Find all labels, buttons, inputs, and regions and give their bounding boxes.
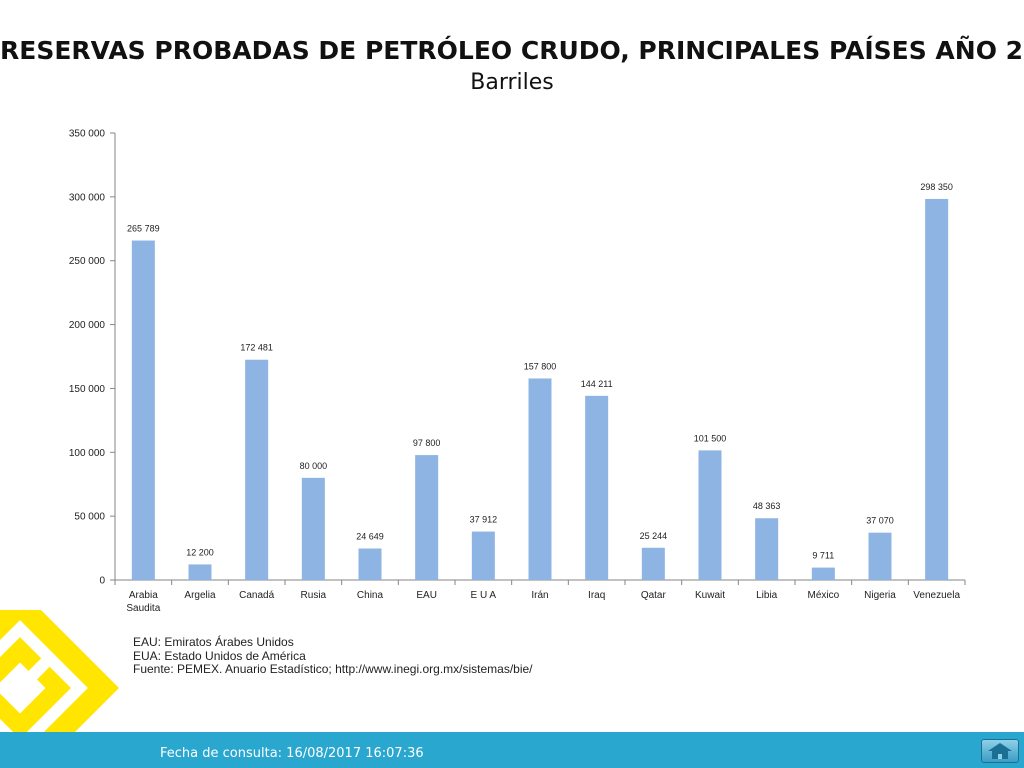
data-label: 157 800 — [524, 361, 557, 371]
data-label: 25 244 — [640, 531, 668, 541]
x-tick-label: Nigeria — [864, 590, 896, 601]
x-tick-label: Libia — [756, 590, 778, 601]
x-tick-label: Iraq — [588, 590, 605, 601]
bar — [755, 518, 779, 580]
data-label: 298 350 — [920, 182, 953, 192]
y-tick-label: 150 000 — [69, 384, 106, 395]
x-tick-label: E U A — [471, 590, 497, 601]
y-tick-label: 0 — [99, 576, 105, 587]
x-tick-label: Rusia — [301, 590, 327, 601]
chart-subtitle: Barriles — [470, 70, 554, 95]
chart-title: RESERVAS PROBADAS DE PETRÓLEO CRUDO, PRI… — [0, 36, 1024, 65]
y-tick-label: 100 000 — [69, 448, 106, 459]
bar — [131, 240, 155, 580]
bar — [245, 359, 269, 580]
data-label: 101 500 — [694, 433, 727, 443]
footer-bar: Fecha de consulta: 16/08/2017 16:07:36 — [0, 732, 1024, 768]
data-label: 144 211 — [581, 379, 613, 389]
x-tick-label: China — [357, 590, 384, 601]
note-source: Fuente: PEMEX. Anuario Estadístico; http… — [133, 662, 533, 676]
data-label: 9 711 — [812, 551, 834, 561]
x-tick-label: Kuwait — [695, 590, 725, 601]
bar — [585, 395, 609, 580]
x-tick-label: Arabia Saudita — [126, 590, 160, 614]
note-eua: EUA: Estado Unidos de América — [133, 648, 306, 663]
data-label: 80 000 — [300, 461, 328, 471]
x-tick-label: Canadá — [239, 590, 274, 601]
data-label: 48 363 — [753, 501, 781, 511]
bar-chart: 0 50 000 100 000 150 000 200 000 250 000 300 0… — [69, 129, 966, 614]
x-tick-label: EAU — [416, 590, 437, 601]
x-tick-label: Argelia — [184, 590, 216, 601]
x-tick-label: Venezuela — [913, 590, 960, 601]
bar — [358, 548, 382, 580]
y-tick-label: 50 000 — [74, 512, 105, 523]
bar — [698, 450, 722, 580]
y-tick-label: 250 000 — [69, 256, 106, 267]
bar — [188, 564, 212, 580]
x-tick-label: México — [807, 590, 839, 601]
bar — [868, 532, 892, 580]
bar — [925, 198, 949, 581]
consult-date: Fecha de consulta: 16/08/2017 16:07:36 — [160, 746, 424, 761]
bar — [641, 547, 665, 580]
data-label: 37 912 — [470, 515, 498, 525]
note-eau: EAU: Emiratos Árabes Unidos — [133, 635, 294, 649]
bar — [811, 567, 835, 580]
bar — [471, 531, 495, 580]
data-label: 172 481 — [240, 343, 273, 353]
data-label: 97 800 — [413, 438, 441, 448]
data-label: 12 200 — [186, 547, 214, 557]
y-tick-label: 200 000 — [69, 320, 106, 331]
bar — [528, 378, 552, 580]
data-label: 265 789 — [127, 224, 160, 234]
data-label: 24 649 — [356, 532, 384, 542]
x-tick-label: Qatar — [641, 590, 667, 601]
home-button[interactable] — [981, 739, 1019, 763]
home-icon — [988, 743, 1012, 759]
x-tick-label: Irán — [531, 590, 548, 601]
bar — [301, 477, 325, 580]
notes: EAU: Emiratos Árabes Unidos EUA: Estado … — [133, 635, 533, 677]
y-tick-label: 350 000 — [69, 129, 106, 140]
y-tick-label: 300 000 — [69, 192, 106, 203]
data-label: 37 070 — [866, 516, 894, 526]
bar — [415, 455, 439, 580]
